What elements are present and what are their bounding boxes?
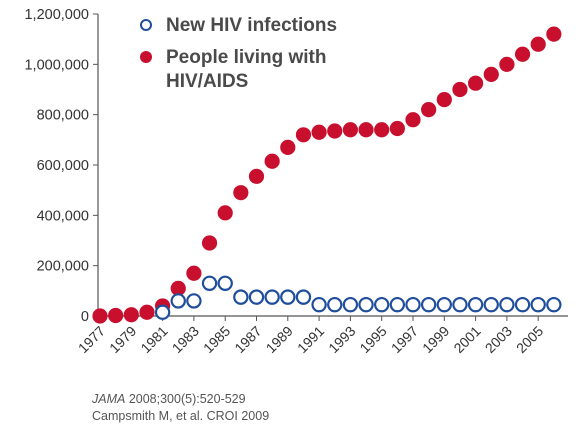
people-living-point — [233, 185, 249, 201]
y-tick-label: 600,000 — [37, 158, 89, 174]
x-tick-label: 1979 — [106, 323, 139, 356]
new-infections-point — [248, 289, 265, 305]
x-tick-label: 1995 — [356, 323, 389, 356]
y-tick-label: 400,000 — [37, 208, 89, 224]
new-infections-point — [499, 296, 515, 313]
people-living-point — [108, 307, 124, 324]
people-living-point — [374, 122, 390, 138]
y-tick-label: 800,000 — [37, 108, 89, 124]
new-infections-point — [170, 293, 186, 309]
open-circle-marker-icon — [140, 19, 152, 31]
new-infections-point — [420, 296, 437, 313]
people-living-point — [139, 304, 155, 320]
new-infections-point — [201, 275, 218, 291]
people-living-point — [280, 139, 296, 155]
new-infections-point — [186, 293, 202, 309]
x-tick-label: 1991 — [294, 323, 327, 356]
new-infections-point — [467, 296, 484, 313]
new-infections-point — [217, 275, 233, 291]
x-tick-label: 1985 — [200, 323, 233, 356]
new-infections-point — [514, 296, 531, 313]
people-living-point — [201, 235, 218, 251]
people-living-point — [123, 307, 139, 323]
source-line-2: Campsmith M, et al. CROI 2009 — [92, 409, 270, 423]
people-living-point — [514, 46, 531, 62]
legend-item-people-living: People living with HIV/AIDS — [140, 46, 371, 94]
new-infections-point — [405, 296, 421, 313]
new-infections-point — [295, 289, 312, 305]
people-living-point — [452, 81, 468, 98]
people-living-point — [217, 205, 233, 221]
people-living-point — [342, 122, 358, 138]
x-tick-label: 1981 — [137, 323, 170, 356]
new-infections-point — [280, 289, 296, 305]
y-axis-ticks: 0 200,000 400,000 600,000 800,000 1,000,000 1,… — [24, 7, 98, 325]
legend-label-new-infections: New HIV infections — [166, 15, 338, 36]
y-tick-label: 0 — [81, 309, 89, 325]
x-tick-label: 2003 — [482, 323, 515, 356]
new-infections-point — [389, 296, 406, 313]
y-tick-label: 1,000,000 — [24, 57, 89, 73]
x-tick-label: 1993 — [325, 323, 358, 356]
people-living-point — [311, 124, 327, 140]
people-living-point — [530, 36, 546, 52]
x-tick-label: 2005 — [513, 323, 546, 356]
people-living-point — [295, 127, 312, 143]
new-infections-point — [327, 296, 343, 313]
x-axis-ticks: 1977197919811983198519871989199119931995… — [75, 316, 546, 356]
people-living-point — [327, 123, 343, 139]
source-citation-detail: 2008;300(5):520-529 — [128, 392, 246, 406]
new-infections-point — [233, 289, 249, 305]
people-living-point — [358, 122, 374, 138]
legend-label-people-living: People living with HIV/AIDS — [166, 47, 327, 92]
x-tick-label: 1987 — [231, 323, 264, 356]
x-tick-label: 2001 — [450, 323, 483, 356]
people-living-point — [248, 168, 265, 184]
new-infections-point — [546, 296, 562, 313]
x-tick-label: 1989 — [263, 323, 296, 356]
x-tick-label: 1999 — [419, 323, 452, 356]
people-living-point — [170, 280, 186, 296]
new-infections-point — [452, 296, 468, 313]
people-living-point — [264, 153, 280, 169]
x-tick-label: 1997 — [388, 323, 421, 356]
people-living-point — [436, 91, 452, 108]
series-new-infections — [154, 275, 562, 320]
new-infections-point — [154, 304, 171, 320]
x-tick-label: 1983 — [169, 323, 202, 356]
people-living-point — [468, 75, 484, 91]
legend: New HIV infections People living with HI… — [140, 14, 371, 102]
new-infections-point — [311, 296, 327, 313]
new-infections-point — [530, 296, 546, 313]
y-tick-label: 1,200,000 — [24, 7, 89, 23]
people-living-point — [389, 120, 405, 137]
new-infections-point — [483, 296, 499, 313]
people-living-point — [499, 56, 515, 72]
people-living-point — [546, 26, 562, 42]
people-living-point — [483, 66, 499, 82]
filled-circle-marker-icon — [140, 51, 152, 63]
x-tick-label: 1977 — [75, 323, 108, 356]
people-living-point — [421, 102, 437, 118]
people-living-point — [92, 308, 108, 324]
new-infections-point — [358, 296, 374, 313]
people-living-point — [186, 265, 202, 281]
new-infections-point — [264, 289, 280, 305]
source-line-1: JAMA 2008;300(5):520-529 — [92, 391, 269, 408]
new-infections-point — [374, 296, 390, 313]
y-tick-label: 200,000 — [37, 259, 89, 275]
source-journal: JAMA — [92, 392, 126, 406]
legend-item-new-infections: New HIV infections — [140, 14, 371, 38]
new-infections-point — [436, 296, 452, 313]
new-infections-point — [342, 296, 359, 313]
people-living-point — [405, 112, 421, 128]
source-citation: JAMA 2008;300(5):520-529 Campsmith M, et… — [92, 391, 269, 425]
